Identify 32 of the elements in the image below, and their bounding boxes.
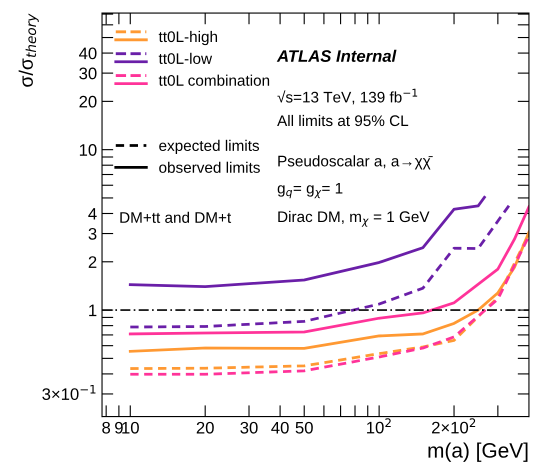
y-tick-label: 30 <box>79 68 97 80</box>
legend-label: tt0L combination <box>158 74 270 86</box>
annotation: g$_{q}$= g$_{χ}$= 1 <box>278 182 342 198</box>
y-tick-label: 20 <box>79 96 97 108</box>
y-tick-label: 1 <box>89 304 96 316</box>
annotation: observed limits <box>159 162 260 173</box>
y-tick-label: 10 <box>80 144 97 156</box>
annotation: All limits at 95% CL <box>277 114 408 126</box>
annotation: ATLAS Internal <box>276 50 396 62</box>
x-tick-label: 30 <box>240 422 258 434</box>
y-tick-label: 3 <box>88 228 96 240</box>
legend-label: tt0L-high <box>158 30 218 46</box>
legend-label: tt0L-low <box>158 52 212 64</box>
x-axis-title: m(a) [GeV] <box>428 442 528 462</box>
y-tick-label: 3×10$^{−1}$ <box>42 384 96 400</box>
y-tick-label: 2 <box>88 256 96 268</box>
x-tick-label: 40 <box>271 422 289 434</box>
x-tick-label: 10$^{2}$ <box>367 418 391 434</box>
x-tick-label: 9 <box>115 422 123 434</box>
y-tick-label: 40 <box>79 47 97 60</box>
x-tick-label: 20 <box>196 422 214 434</box>
y-axis-title: σ/σ$_{theory}$ <box>18 14 39 87</box>
annotation: √s=13 TeV, 139 fb$^{−1}$ <box>277 88 418 104</box>
y-tick-label: 4 <box>88 208 97 220</box>
x-tick-label: 10 <box>122 422 139 434</box>
x-tick-label: 50 <box>296 422 313 434</box>
x-tick-label: 2×10$^{2}$ <box>432 418 476 434</box>
annotation: Dirac DM, m$_{χ}$ = 1 GeV <box>278 210 430 227</box>
annotation: expected limits <box>159 140 260 154</box>
x-tick-label: 8 <box>102 422 110 434</box>
annotation: DM+tt and DM+t <box>120 212 232 223</box>
annotation: Pseudoscalar a, a→χχ̄ <box>278 155 433 170</box>
